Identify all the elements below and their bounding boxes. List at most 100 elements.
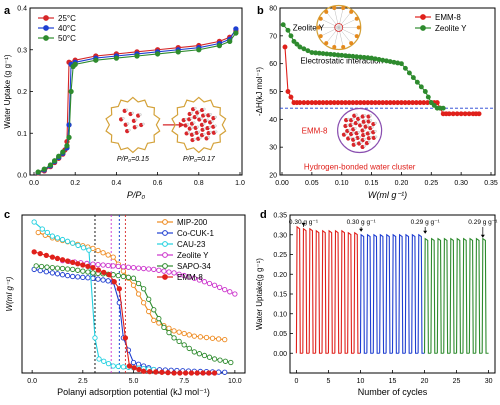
water-hydrogen: [366, 124, 370, 127]
water-hydrogen: [131, 111, 134, 115]
data-point: [227, 289, 233, 295]
legend-marker: [162, 274, 168, 280]
data-point: [92, 335, 98, 341]
legend-label: Co-CUK-1: [177, 229, 214, 238]
y-axis-label: W(ml g⁻¹): [5, 276, 14, 311]
y-tick-label: 60: [269, 61, 277, 68]
data-point: [49, 233, 56, 239]
cycle-trace: [347, 231, 355, 354]
data-point: [188, 370, 195, 376]
water-hydrogen: [200, 117, 203, 120]
x-tick-label: 30: [485, 378, 493, 385]
x-axis-label: P/P₀: [127, 190, 146, 200]
zeolite-structure: [316, 4, 362, 51]
data-point: [75, 274, 81, 280]
data-point: [59, 265, 66, 272]
data-point: [90, 270, 96, 276]
data-point: [64, 258, 71, 264]
data-point: [222, 336, 228, 343]
data-point: [75, 267, 81, 273]
x-tick-label: 0.6: [153, 180, 163, 187]
y-tick-label: 0.25: [273, 252, 287, 259]
data-point: [196, 47, 202, 53]
data-point: [222, 369, 228, 375]
y-axis-label: -ΔH(kJ mol⁻¹): [255, 67, 264, 116]
data-point: [85, 275, 91, 281]
data-point: [54, 255, 61, 262]
data-point: [31, 219, 37, 225]
water-hydrogen: [190, 117, 193, 120]
x-tick-label: 0.30: [454, 180, 468, 187]
data-point: [175, 49, 181, 55]
data-point: [462, 111, 468, 117]
data-point: [165, 369, 171, 376]
water-hydrogen: [369, 114, 372, 117]
x-tick-label: 0.0: [29, 180, 39, 187]
legend-label: 50°C: [58, 34, 76, 43]
data-point: [177, 370, 183, 376]
data-point: [166, 325, 172, 331]
water-hydrogen: [354, 127, 357, 130]
data-point: [156, 267, 162, 273]
data-point: [43, 252, 49, 259]
data-point: [166, 269, 172, 275]
y-tick-label: 20: [269, 173, 277, 180]
label-hbond: Hydrogen-bonded water cluster: [304, 162, 416, 171]
cycle-annotation: 0.30 g g⁻¹: [289, 219, 319, 226]
data-point: [285, 89, 291, 94]
data-point: [111, 279, 117, 285]
data-point: [110, 263, 116, 269]
data-point: [115, 363, 121, 370]
water-hydrogen: [126, 122, 130, 125]
cycle-trace: [308, 227, 316, 354]
data-point: [201, 279, 208, 285]
data-point: [35, 229, 41, 236]
water-hydrogen: [351, 122, 354, 126]
x-tick-label: 0.20: [395, 180, 409, 187]
data-point: [232, 291, 238, 297]
water-hydrogen: [193, 137, 196, 141]
arrow-head: [480, 234, 485, 238]
cycle-trace: [340, 229, 348, 354]
data-point: [113, 55, 120, 61]
data-point: [414, 79, 420, 85]
cycle-trace: [366, 233, 374, 354]
legend-marker: [162, 241, 168, 247]
data-point: [75, 261, 81, 267]
data-point: [233, 30, 239, 36]
y-tick-label: 0.30: [273, 232, 287, 239]
y-tick-label: 0.1: [17, 131, 27, 138]
data-point: [428, 100, 434, 106]
data-point: [151, 266, 157, 273]
cycle-annotation: 0.29 g g⁻¹: [411, 219, 441, 226]
data-point: [288, 33, 294, 39]
y-tick-label: 70: [269, 33, 277, 40]
data-point: [176, 329, 182, 335]
data-point: [59, 236, 66, 243]
data-point: [434, 100, 440, 106]
x-tick-label: 0.2: [70, 180, 80, 187]
panel-letter: b: [257, 5, 264, 17]
data-point: [418, 84, 424, 90]
y-tick-label: 0.4: [17, 6, 27, 13]
water-hydrogen: [349, 136, 352, 139]
x-tick-label: 5.0: [129, 378, 139, 385]
data-point: [66, 134, 72, 141]
water-hydrogen: [209, 113, 212, 116]
data-point: [211, 356, 218, 362]
data-point: [176, 338, 182, 345]
y-tick-label: 0.15: [273, 292, 287, 299]
data-point: [54, 235, 61, 241]
legend-label: MIP-200: [177, 218, 208, 227]
cycle-trace: [302, 227, 310, 354]
data-point: [186, 332, 192, 338]
water-hydrogen: [195, 114, 199, 118]
legend-label: 40°C: [58, 24, 76, 33]
data-point: [116, 286, 122, 292]
water-hydrogen: [199, 136, 202, 140]
water-hydrogen: [206, 118, 209, 122]
water-hydrogen: [214, 130, 218, 133]
data-point: [431, 102, 437, 108]
x-tick-label: 7.5: [179, 378, 189, 385]
data-point: [425, 94, 431, 100]
